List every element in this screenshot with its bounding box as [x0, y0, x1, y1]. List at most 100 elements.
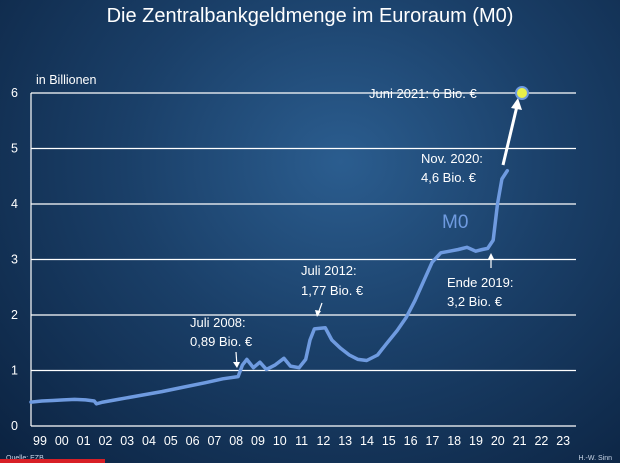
y-tick-label: 1 [11, 364, 18, 378]
data-point [506, 169, 509, 172]
data-point [84, 398, 87, 402]
x-tick-label: 10 [273, 434, 287, 448]
x-tick-label: 18 [447, 434, 461, 448]
annotation-juli-2012-line1: Juli 2012: [301, 263, 357, 278]
data-point [308, 338, 312, 342]
annotation-juli-2008: Juli 2008: 0,89 Bio. € [190, 315, 253, 368]
x-tick-label: 15 [382, 434, 396, 448]
x-tick-label: 07 [207, 434, 221, 448]
x-tick-label: 03 [120, 434, 134, 448]
x-tick-label: 01 [77, 434, 91, 448]
axes [30, 93, 576, 427]
data-point [474, 249, 478, 253]
data-point [330, 338, 334, 342]
data-point [448, 249, 451, 253]
annotation-juni-2021: Juni 2021: 6 Bio. € [369, 86, 529, 166]
data-point [486, 247, 490, 250]
x-tick-label: 19 [469, 434, 483, 448]
data-point [95, 402, 98, 406]
x-tick-label: 23 [556, 434, 570, 448]
data-point [297, 366, 301, 370]
data-point [356, 358, 360, 361]
annotation-juli-2012-arrowhead [315, 310, 321, 317]
annotation-juli-2012-line2: 1,77 Bio. € [301, 283, 364, 298]
projection-arrowhead [511, 98, 522, 110]
y-tick-label: 2 [11, 308, 18, 322]
data-point [430, 261, 434, 264]
x-tick-label: 09 [251, 434, 265, 448]
annotation-juni-2021-text: Juni 2021: 6 Bio. € [369, 86, 477, 101]
data-point [404, 316, 408, 320]
data-point [40, 399, 44, 403]
data-point [500, 177, 504, 181]
data-point [496, 202, 499, 206]
data-point [304, 358, 308, 361]
data-point [252, 366, 255, 370]
annotation-nov-2020-line2: 4,6 Bio. € [421, 170, 477, 185]
annotation-nov-2020-line1: Nov. 2020: [421, 151, 483, 166]
x-tick-label: 99 [33, 434, 47, 448]
x-tick-label: 17 [425, 434, 439, 448]
x-tick-label: 04 [142, 434, 156, 448]
x-tick-label: 12 [316, 434, 330, 448]
annotation-juli-2008-line1: Juli 2008: [190, 315, 246, 330]
x-tick-label: 20 [491, 434, 505, 448]
annotation-ende-2019: Ende 2019: 3,2 Bio. € [447, 253, 514, 309]
data-point [138, 394, 142, 397]
data-point [204, 381, 207, 385]
data-point [395, 329, 399, 332]
annotation-nov-2020: Nov. 2020: 4,6 Bio. € [421, 151, 483, 185]
chart-title: Die Zentralbankgeldmenge im Euroraum (M0… [107, 5, 514, 27]
data-point [101, 400, 105, 404]
x-tick-label: 00 [55, 434, 69, 448]
data-point [241, 363, 244, 367]
data-point [265, 368, 268, 371]
data-point [62, 398, 65, 402]
data-point [339, 347, 342, 350]
x-tick-label: 08 [229, 434, 243, 448]
credit-label: H.-W. Sinn [579, 455, 613, 462]
source-label: Quelle: EZB [6, 455, 44, 462]
data-point [73, 398, 76, 401]
x-tick-label: 06 [186, 434, 200, 448]
projection-arrow [501, 105, 519, 166]
data-point [413, 299, 417, 303]
data-point [465, 246, 469, 249]
y-tick-label: 5 [11, 142, 18, 156]
data-point [273, 363, 277, 367]
projection-marker [515, 86, 529, 100]
series-label-m0: M0 [442, 212, 468, 233]
annotation-juli-2008-arrowhead [233, 362, 240, 368]
progress-bar-strip [0, 459, 105, 463]
annotation-juli-2008-line2: 0,89 Bio. € [190, 334, 253, 349]
data-point [282, 357, 286, 360]
x-tick-label: 22 [534, 434, 548, 448]
y-tick-label: 6 [11, 86, 18, 100]
data-point [422, 280, 425, 284]
annotation-ende-2019-line1: Ende 2019: [447, 275, 514, 290]
x-tick-label: 02 [98, 434, 112, 448]
y-tick-label: 3 [11, 253, 18, 267]
x-tick-label: 16 [404, 434, 418, 448]
data-point [29, 400, 33, 404]
data-point [92, 399, 96, 403]
data-point [385, 342, 388, 346]
series-line-m0 [29, 168, 510, 406]
x-tick-label: 13 [338, 434, 352, 448]
data-point [365, 359, 369, 362]
data-point [236, 375, 240, 378]
data-point [258, 360, 262, 364]
data-point [324, 326, 327, 330]
x-tick-label: 11 [295, 434, 308, 448]
x-tick-labels: 99 00 01 02 03 04 05 06 07 08 09 10 11 12 13 14 15 16 17 18… [33, 434, 570, 448]
x-tick-label: 14 [360, 434, 374, 448]
data-point [313, 327, 316, 331]
annotation-ende-2019-line2: 3,2 Bio. € [447, 294, 503, 309]
data-point [182, 385, 185, 389]
data-point [481, 248, 484, 251]
series-group [29, 168, 510, 406]
annotation-ende-2019-arrowhead [488, 253, 494, 259]
data-point [51, 399, 55, 402]
data-point [439, 251, 443, 255]
